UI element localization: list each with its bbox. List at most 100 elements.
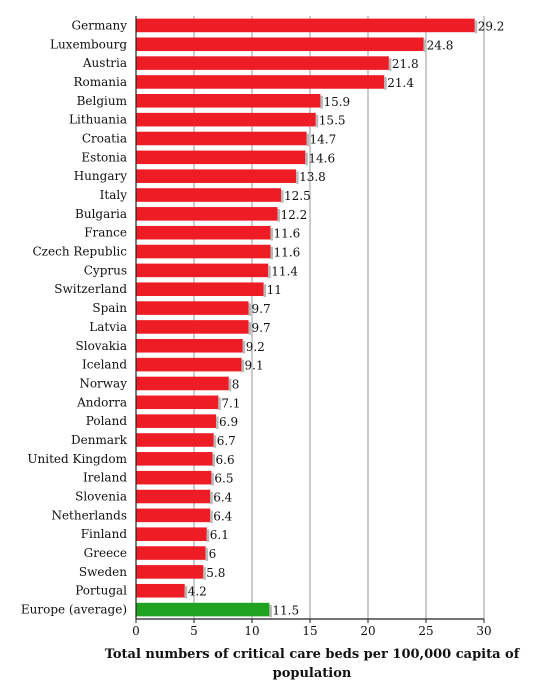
value-label: 6.4 [213,509,232,523]
category-label: Bulgaria [75,207,127,221]
bar [136,112,316,127]
value-label: 11.5 [272,604,299,618]
bar-shadow [388,58,392,71]
bar [136,489,211,504]
value-label: 6.1 [210,528,229,542]
value-label: 6.9 [219,415,238,429]
value-label: 15.9 [323,95,350,109]
value-label: 4.2 [188,585,207,599]
bar-shadow [270,227,274,241]
category-label: Slovenia [75,490,127,504]
value-label: 15.5 [319,114,346,128]
bar [136,94,321,108]
bar-shadow [315,114,319,128]
bar [136,583,185,598]
bar [136,169,297,183]
category-label: Romania [73,75,127,89]
bar [136,508,211,523]
category-label: Norway [79,376,127,390]
category-label: Lithuania [69,113,127,127]
value-labels: 29.2 24.8 21.8 21.4 15.9 15.5 14.7 14.6 13.8 12.5… [188,19,505,617]
category-label: Portugal [75,584,127,598]
x-tick-label: 10 [244,624,259,638]
bar [136,301,249,315]
bar-shadow [218,397,221,411]
bar-shadow [474,20,478,34]
category-label: Germany [72,18,128,32]
category-label: Croatia [82,131,127,145]
category-label: Austria [82,56,127,70]
value-label: 12.5 [284,189,311,203]
x-tick-label: 25 [418,624,433,638]
bar [136,263,269,278]
x-tick-label: 5 [190,624,198,638]
category-label: Estonia [81,150,127,164]
category-label: Switzerland [54,282,127,296]
bar [136,225,271,240]
value-label: 5.8 [206,566,225,580]
value-label: 6.7 [217,434,236,448]
bar-shadow [384,77,387,90]
bar-shadow [423,39,427,53]
value-label: 6 [209,547,217,561]
category-label: Czech Republic [33,245,128,259]
value-label: 11.4 [271,264,298,278]
bar-shadow [296,171,299,184]
category-label: Ireland [83,471,127,485]
category-label: Poland [86,414,128,428]
category-label: Iceland [82,358,127,372]
value-label: 6.6 [216,453,235,467]
bar-shadow [210,510,213,524]
bar [136,131,307,146]
bar-shadow [211,472,214,486]
bar [136,244,271,259]
bar [136,338,243,353]
category-label: Luxembourg [50,37,127,51]
bar-shadow [248,322,252,335]
bar-shadow [184,585,188,599]
value-label: 11 [267,283,282,297]
category-label: Greece [84,546,127,560]
bar [136,546,206,560]
category-label: Europe (average) [21,603,127,617]
bar-shadow [306,133,310,147]
value-label: 8 [232,377,240,391]
x-tick-label: 15 [302,624,317,638]
category-label: Slovakia [76,339,127,353]
x-tick-label: 30 [476,624,491,638]
category-label: Denmark [71,433,128,447]
bar [136,565,204,579]
category-label: France [84,226,127,240]
bar [136,395,219,410]
bar-shadow [216,416,219,429]
category-label: Spain [92,301,127,315]
value-label: 14.6 [308,151,335,165]
value-label: 7.1 [221,396,240,410]
bar [136,37,424,52]
x-axis-title-line-1: Total numbers of critical care beds per … [105,647,521,662]
value-label: 6.4 [213,491,232,505]
bar-average [136,602,270,617]
bar [136,527,207,541]
x-tick-label: 0 [132,624,140,638]
category-label: Netherlands [51,508,127,522]
bar-shadow [212,454,216,467]
bar-shadow [268,265,271,279]
bar-shadow [269,604,272,618]
bar-shadow [305,152,308,166]
value-label: 9.7 [252,302,271,316]
bar-shadow [277,209,281,222]
category-label: Andorra [76,395,127,409]
value-label: 9.1 [245,359,264,373]
bar [136,282,264,297]
value-label: 6.5 [214,472,233,486]
bar-shadow [270,246,274,260]
value-label: 9.7 [252,321,271,335]
x-axis-title-line-2: population [273,666,352,681]
value-label: 12.2 [281,208,308,222]
bar-shadow [242,340,246,354]
x-tick-label: 20 [360,624,375,638]
bar-shadow [213,435,217,448]
bar-shadow [203,567,206,580]
